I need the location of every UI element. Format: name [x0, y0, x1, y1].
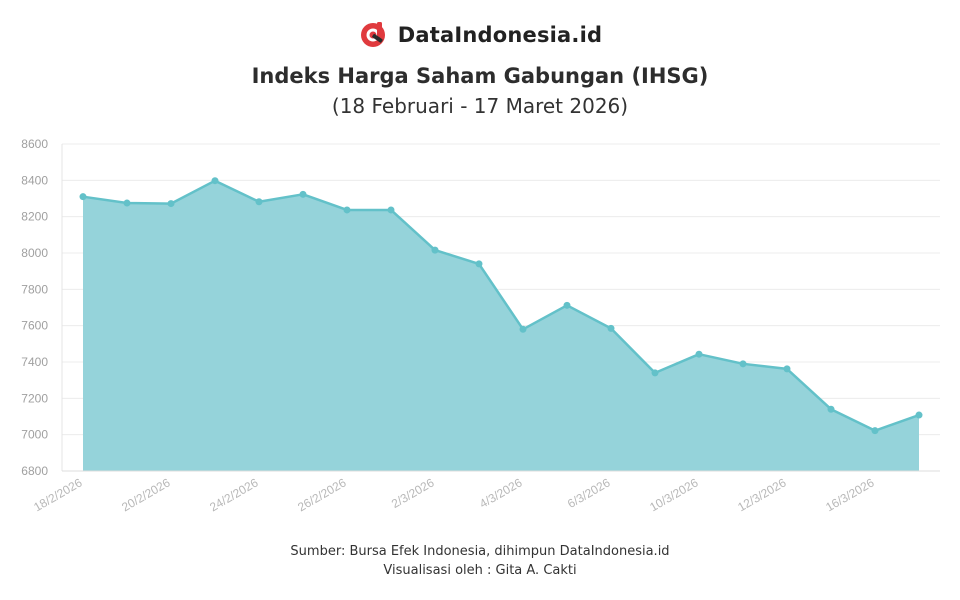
data-point — [519, 325, 527, 333]
y-tick-label: 7200 — [21, 391, 48, 405]
credit-note: Visualisasi oleh : Gita A. Cakti — [383, 563, 577, 578]
y-tick-label: 8000 — [21, 246, 48, 260]
data-point — [343, 206, 351, 214]
y-tick-label: 7600 — [21, 319, 48, 333]
y-tick-label: 7800 — [21, 282, 48, 296]
series-line — [82, 179, 920, 432]
x-tick-label: 16/3/2026 — [823, 475, 877, 514]
data-point — [123, 199, 131, 207]
data-point — [431, 246, 439, 254]
x-tick-label: 26/2/2026 — [295, 475, 349, 514]
series-area — [83, 180, 919, 472]
data-point — [299, 190, 307, 198]
y-tick-label: 8600 — [21, 137, 48, 151]
data-point — [167, 200, 175, 208]
x-tick-label: 6/3/2026 — [565, 475, 613, 511]
data-point — [387, 206, 395, 214]
x-tick-label: 12/3/2026 — [735, 475, 789, 514]
data-point — [783, 365, 791, 373]
x-tick-label: 20/2/2026 — [119, 475, 173, 514]
source-note: Sumber: Bursa Efek Indonesia, dihimpun D… — [290, 544, 670, 559]
x-tick-label: 10/3/2026 — [647, 475, 701, 514]
x-tick-label: 2/3/2026 — [389, 475, 437, 511]
y-tick-label: 7400 — [21, 355, 48, 369]
data-point — [607, 324, 615, 332]
brand-name: DataIndonesia.id — [397, 23, 603, 47]
data-point — [827, 405, 835, 413]
x-tick-label: 24/2/2026 — [207, 475, 261, 514]
data-point — [211, 177, 219, 185]
y-tick-label: 6800 — [21, 464, 48, 478]
data-point — [255, 198, 263, 206]
y-tick-label: 8200 — [21, 210, 48, 224]
dataindonesia-logo-icon — [360, 22, 385, 47]
data-point — [915, 411, 923, 419]
data-point — [695, 350, 703, 358]
x-tick-label: 4/3/2026 — [477, 475, 525, 511]
y-tick-label: 7000 — [21, 428, 48, 442]
chart-footer: Sumber: Bursa Efek Indonesia, dihimpun D… — [0, 542, 960, 580]
chart-title: Indeks Harga Saham Gabungan (IHSG) — [251, 64, 709, 88]
data-point — [739, 360, 747, 368]
data-point — [871, 427, 879, 435]
data-point — [651, 369, 659, 377]
data-point — [79, 193, 87, 201]
x-tick-label: 18/2/2026 — [31, 475, 85, 514]
data-point — [563, 301, 571, 309]
brand-header: DataIndonesia.id — [0, 20, 960, 50]
line-area-chart: 6800 7000 7200 7400 7600 7800 8000 8200 8400 8600… — [21, 137, 940, 514]
data-point — [475, 260, 483, 268]
chart-subtitle: (18 Februari - 17 Maret 2026) — [331, 94, 629, 118]
y-tick-label: 8400 — [21, 173, 48, 187]
